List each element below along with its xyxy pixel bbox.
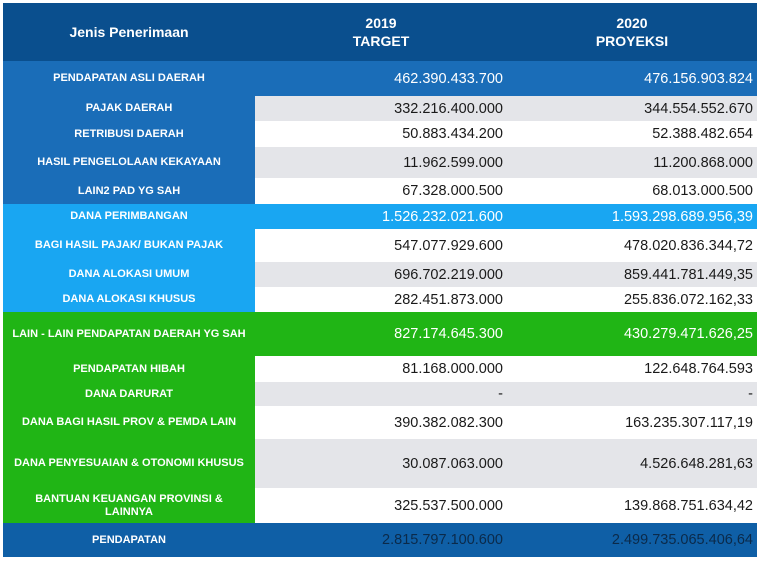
row-proyeksi: 1.593.298.689.956,39 — [507, 204, 757, 229]
row-proyeksi: - — [507, 382, 757, 406]
row-target: 81.168.000.000 — [255, 356, 507, 382]
table-row: BAGI HASIL PAJAK/ BUKAN PAJAK 547.077.92… — [3, 229, 757, 262]
row-label: PAJAK DAERAH — [3, 96, 255, 121]
row-label: HASIL PENGELOLAAN KEKAYAAN — [3, 147, 255, 178]
row-label: RETRIBUSI DAERAH — [3, 121, 255, 147]
header-proyeksi: 2020 PROYEKSI — [507, 3, 757, 61]
table-row: HASIL PENGELOLAAN KEKAYAAN 11.962.599.00… — [3, 147, 757, 178]
row-target: - — [255, 382, 507, 406]
row-label: PENDAPATAN — [3, 523, 255, 557]
row-target: 332.216.400.000 — [255, 96, 507, 121]
table-row-grand-total: PENDAPATAN 2.815.797.100.600 2.499.735.0… — [3, 523, 757, 557]
header-target: 2019 TARGET — [255, 3, 507, 61]
row-proyeksi: 859.441.781.449,35 — [507, 262, 757, 287]
row-label: DANA PENYESUAIAN & OTONOMI KHUSUS — [3, 439, 255, 488]
row-proyeksi: 68.013.000.500 — [507, 178, 757, 204]
row-proyeksi: 430.279.471.626,25 — [507, 312, 757, 356]
row-target: 462.390.433.700 — [255, 61, 507, 96]
row-proyeksi: 478.020.836.344,72 — [507, 229, 757, 262]
row-target: 390.382.082.300 — [255, 406, 507, 439]
row-target: 67.328.000.500 — [255, 178, 507, 204]
row-label: DANA PERIMBANGAN — [3, 204, 255, 229]
row-target: 325.537.500.000 — [255, 488, 507, 523]
table-row: PENDAPATAN HIBAH 81.168.000.000 122.648.… — [3, 356, 757, 382]
table-row: LAIN2 PAD YG SAH 67.328.000.500 68.013.0… — [3, 178, 757, 204]
row-target: 2.815.797.100.600 — [255, 523, 507, 557]
table-row-group-total: LAIN - LAIN PENDAPATAN DAERAH YG SAH 827… — [3, 312, 757, 356]
row-proyeksi: 255.836.072.162,33 — [507, 287, 757, 312]
table-row: RETRIBUSI DAERAH 50.883.434.200 52.388.4… — [3, 121, 757, 147]
row-proyeksi: 139.868.751.634,42 — [507, 488, 757, 523]
row-proyeksi: 476.156.903.824 — [507, 61, 757, 96]
row-proyeksi: 344.554.552.670 — [507, 96, 757, 121]
row-target: 696.702.219.000 — [255, 262, 507, 287]
header-proyeksi-year: 2020 — [616, 15, 648, 31]
row-label: DANA DARURAT — [3, 382, 255, 406]
row-proyeksi: 122.648.764.593 — [507, 356, 757, 382]
header-target-label: TARGET — [352, 33, 410, 49]
row-proyeksi: 163.235.307.117,19 — [507, 406, 757, 439]
row-target: 282.451.873.000 — [255, 287, 507, 312]
row-target: 11.962.599.000 — [255, 147, 507, 178]
table-header: Jenis Penerimaan 2019 TARGET 2020 PROYEK… — [3, 3, 757, 61]
row-target: 827.174.645.300 — [255, 312, 507, 356]
header-proyeksi-label: PROYEKSI — [595, 33, 669, 49]
row-label: DANA BAGI HASIL PROV & PEMDA LAIN — [3, 406, 255, 439]
row-proyeksi: 11.200.868.000 — [507, 147, 757, 178]
table-row: DANA ALOKASI KHUSUS 282.451.873.000 255.… — [3, 287, 757, 312]
row-label: DANA ALOKASI UMUM — [3, 262, 255, 287]
row-proyeksi: 2.499.735.065.406,64 — [507, 523, 757, 557]
row-label: PENDAPATAN ASLI DAERAH — [3, 61, 255, 96]
row-target: 30.087.063.000 — [255, 439, 507, 488]
row-label: LAIN - LAIN PENDAPATAN DAERAH YG SAH — [3, 312, 255, 356]
table-row: PAJAK DAERAH 332.216.400.000 344.554.552… — [3, 96, 757, 121]
row-label: LAIN2 PAD YG SAH — [3, 178, 255, 204]
row-label: DANA ALOKASI KHUSUS — [3, 287, 255, 312]
revenue-table: Jenis Penerimaan 2019 TARGET 2020 PROYEK… — [3, 3, 757, 557]
header-jenis-penerimaan: Jenis Penerimaan — [69, 23, 189, 40]
table-row: DANA DARURAT - - — [3, 382, 757, 406]
header-target-year: 2019 — [365, 15, 397, 31]
table-row-group-total: PENDAPATAN ASLI DAERAH 462.390.433.700 4… — [3, 61, 757, 96]
row-label: PENDAPATAN HIBAH — [3, 356, 255, 382]
table-row: BANTUAN KEUANGAN PROVINSI & LAINNYA 325.… — [3, 488, 757, 523]
table-row: DANA BAGI HASIL PROV & PEMDA LAIN 390.38… — [3, 406, 757, 439]
row-target: 547.077.929.600 — [255, 229, 507, 262]
row-proyeksi: 52.388.482.654 — [507, 121, 757, 147]
row-label: BAGI HASIL PAJAK/ BUKAN PAJAK — [3, 229, 255, 262]
row-proyeksi: 4.526.648.281,63 — [507, 439, 757, 488]
row-target: 50.883.434.200 — [255, 121, 507, 147]
row-label: BANTUAN KEUANGAN PROVINSI & LAINNYA — [3, 488, 255, 523]
table-row: DANA PENYESUAIAN & OTONOMI KHUSUS 30.087… — [3, 439, 757, 488]
table-row: DANA ALOKASI UMUM 696.702.219.000 859.44… — [3, 262, 757, 287]
row-target: 1.526.232.021.600 — [255, 204, 507, 229]
table-row-group-total: DANA PERIMBANGAN 1.526.232.021.600 1.593… — [3, 204, 757, 229]
